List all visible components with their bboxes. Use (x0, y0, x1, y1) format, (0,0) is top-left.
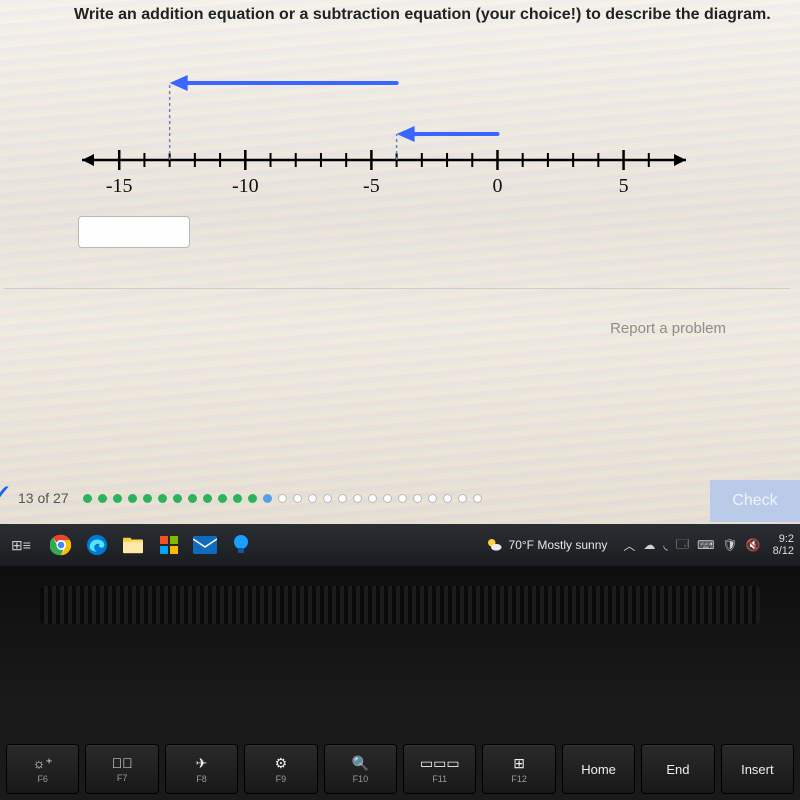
progress-dot[interactable] (98, 494, 107, 503)
svg-text:5: 5 (619, 175, 629, 197)
progress-dot[interactable] (188, 494, 197, 503)
svg-text:-5: -5 (363, 175, 380, 197)
mail-icon[interactable] (190, 530, 220, 560)
progress-dot[interactable] (128, 494, 137, 503)
progress-dot[interactable] (383, 494, 392, 503)
progress-dot[interactable] (308, 494, 317, 503)
lang-icon[interactable]: 🛡 (722, 538, 737, 552)
progress-dot[interactable] (353, 494, 362, 503)
battery-icon[interactable]: 🗔 (676, 535, 689, 556)
progress-dot[interactable] (428, 494, 437, 503)
key-home[interactable]: Home (562, 744, 635, 794)
volume-icon[interactable]: ⌨ (697, 538, 714, 552)
ms-store-icon[interactable] (154, 530, 184, 560)
progress-dot[interactable] (458, 494, 467, 503)
screen-area: Write an addition equation or a subtract… (0, 0, 800, 540)
edge-icon[interactable] (82, 530, 112, 560)
key-f10[interactable]: 🔍F10 (324, 744, 397, 794)
sun-cloud-icon (485, 536, 503, 554)
key-insert[interactable]: Insert (721, 744, 794, 794)
key-f8[interactable]: ✈F8 (165, 744, 238, 794)
report-problem-link[interactable]: Report a problem (610, 320, 726, 337)
chrome-icon[interactable] (46, 530, 76, 560)
checkmark-icon: ✔ (0, 480, 11, 505)
key-f6[interactable]: ☼⁺F6 (6, 744, 79, 794)
progress-text: 13 of 27 (18, 490, 69, 506)
key-end[interactable]: End (641, 744, 714, 794)
progress-dot[interactable] (473, 494, 482, 503)
check-button[interactable]: Check (710, 480, 800, 522)
svg-text:0: 0 (492, 175, 502, 197)
progress-dots (83, 494, 482, 503)
progress-dot[interactable] (143, 494, 152, 503)
file-explorer-icon[interactable] (118, 530, 148, 560)
question-text: Write an addition equation or a subtract… (74, 6, 771, 24)
speaker-vent (40, 586, 760, 624)
progress-dot[interactable] (263, 494, 272, 503)
divider (4, 288, 790, 289)
tips-icon[interactable] (226, 530, 256, 560)
key-f7[interactable]: ▭⃠F7 (85, 744, 158, 794)
clock-date[interactable]: 9:2 8/12 (773, 533, 794, 557)
key-f12[interactable]: ⊞F12 (482, 744, 555, 794)
weather-text: 70°F Mostly sunny (509, 538, 608, 552)
mute-icon[interactable]: 🔇 (746, 538, 761, 552)
search-icon[interactable]: ⊞≡ (6, 530, 36, 560)
key-f9[interactable]: ⚙F9 (244, 744, 317, 794)
windows-taskbar[interactable]: ⊞≡ 70°F Mostly sunny ︿ ☁ ◟ 🗔 ⌨ 🛡 🔇 9:2 8… (0, 524, 800, 566)
progress-dot[interactable] (398, 494, 407, 503)
weather-widget[interactable]: 70°F Mostly sunny (485, 536, 608, 554)
progress-dot[interactable] (173, 494, 182, 503)
numberline-diagram: -15 -10 -5 0 5 (74, 40, 694, 210)
answer-input[interactable] (78, 216, 190, 248)
chevron-up-icon[interactable]: ︿ (623, 537, 635, 554)
progress-dot[interactable] (83, 494, 92, 503)
progress-dot[interactable] (338, 494, 347, 503)
progress-dot[interactable] (248, 494, 257, 503)
progress-dot[interactable] (293, 494, 302, 503)
progress-dot[interactable] (323, 494, 332, 503)
onedrive-icon[interactable]: ☁ (643, 538, 655, 552)
progress-dot[interactable] (443, 494, 452, 503)
progress-dot[interactable] (278, 494, 287, 503)
progress-dot[interactable] (113, 494, 122, 503)
system-tray[interactable]: ︿ ☁ ◟ 🗔 ⌨ 🛡 🔇 (623, 535, 760, 556)
wifi-icon[interactable]: ◟ (663, 538, 668, 552)
progress-dot[interactable] (203, 494, 212, 503)
progress-dot[interactable] (413, 494, 422, 503)
svg-text:-15: -15 (106, 175, 133, 197)
progress-dot[interactable] (233, 494, 242, 503)
progress-row: 13 of 27 (18, 490, 482, 506)
svg-text:-10: -10 (232, 175, 259, 197)
progress-dot[interactable] (158, 494, 167, 503)
progress-dot[interactable] (218, 494, 227, 503)
progress-dot[interactable] (368, 494, 377, 503)
function-key-row: ☼⁺F6▭⃠F7✈F8⚙F9🔍F10▭▭▭F11⊞F12HomeEndInser… (6, 744, 794, 794)
key-f11[interactable]: ▭▭▭F11 (403, 744, 476, 794)
